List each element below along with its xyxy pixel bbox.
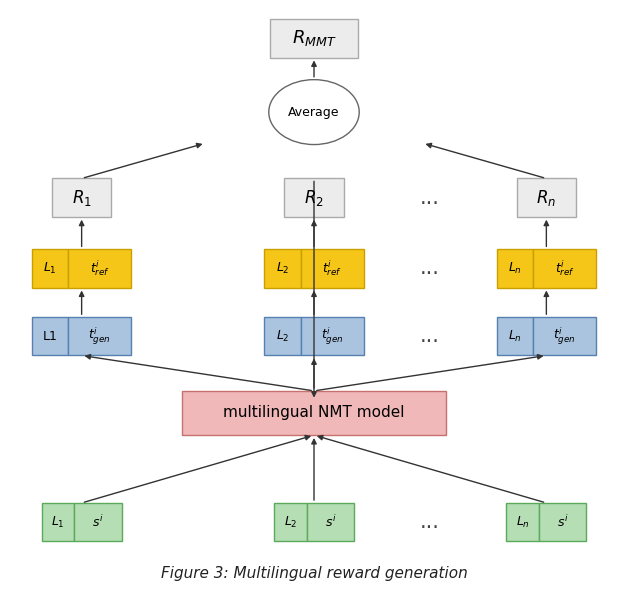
Text: $s^i$: $s^i$ [325, 514, 336, 530]
Text: $t^i_{gen}$: $t^i_{gen}$ [553, 326, 576, 347]
Text: $s^i$: $s^i$ [557, 514, 568, 530]
Bar [264, 317, 301, 355]
Bar [41, 503, 74, 542]
Bar [264, 249, 301, 287]
Bar [274, 503, 307, 542]
Text: $t^i_{ref}$: $t^i_{ref}$ [322, 258, 342, 278]
Text: $L_1$: $L_1$ [51, 514, 65, 530]
Text: $t^i_{gen}$: $t^i_{gen}$ [89, 326, 111, 347]
Text: $L_2$: $L_2$ [276, 329, 290, 344]
Bar [284, 179, 344, 217]
Text: $t^i_{ref}$: $t^i_{ref}$ [555, 258, 575, 278]
Text: $t^i_{ref}$: $t^i_{ref}$ [90, 258, 110, 278]
Bar [301, 317, 364, 355]
Text: $t^i_{gen}$: $t^i_{gen}$ [321, 326, 344, 347]
Text: $R_{MMT}$: $R_{MMT}$ [291, 28, 337, 48]
Text: $R_2$: $R_2$ [304, 188, 324, 208]
Text: multilingual NMT model: multilingual NMT model [223, 405, 405, 421]
Text: $s^i$: $s^i$ [92, 514, 104, 530]
Text: $R_n$: $R_n$ [536, 188, 556, 208]
Bar [539, 503, 587, 542]
Bar [497, 249, 533, 287]
Text: L1: L1 [43, 330, 58, 343]
Text: ...: ... [420, 258, 440, 278]
Bar [182, 391, 446, 435]
Bar [516, 179, 577, 217]
Bar [497, 317, 533, 355]
Bar [51, 179, 112, 217]
Bar [506, 503, 539, 542]
Text: ...: ... [420, 326, 440, 346]
Text: $L_2$: $L_2$ [276, 261, 290, 276]
Text: $L_n$: $L_n$ [508, 329, 522, 344]
Text: Figure 3: Multilingual reward generation: Figure 3: Multilingual reward generation [161, 566, 467, 581]
Text: $R_1$: $R_1$ [72, 188, 92, 208]
Bar [32, 317, 68, 355]
Bar [32, 249, 68, 287]
Text: ...: ... [420, 512, 440, 532]
Text: $L_n$: $L_n$ [508, 261, 522, 276]
Bar [270, 19, 358, 58]
Ellipse shape [269, 80, 359, 145]
Bar [74, 503, 122, 542]
Text: $L_1$: $L_1$ [43, 261, 57, 276]
Bar [68, 249, 131, 287]
Text: ...: ... [420, 188, 440, 208]
Bar [533, 249, 596, 287]
Bar [68, 317, 131, 355]
Bar [307, 503, 354, 542]
Text: $L_2$: $L_2$ [284, 514, 297, 530]
Text: Average: Average [288, 106, 340, 119]
Bar [533, 317, 596, 355]
Bar [301, 249, 364, 287]
Text: $L_n$: $L_n$ [516, 514, 530, 530]
